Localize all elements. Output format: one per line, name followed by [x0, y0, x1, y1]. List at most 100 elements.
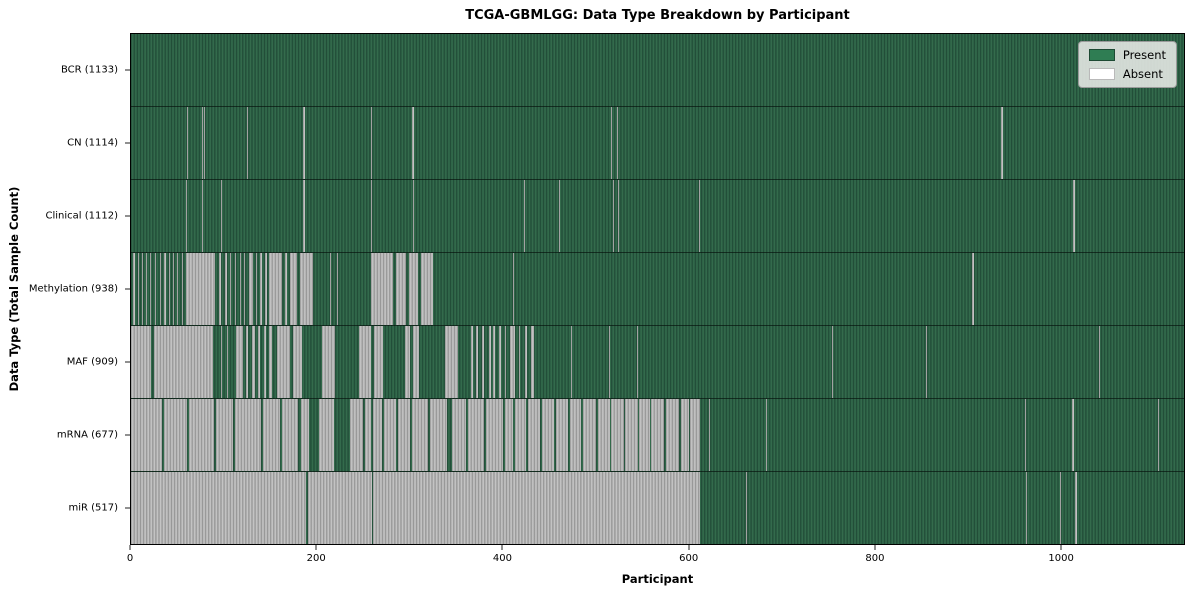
absent-segment — [518, 326, 521, 398]
absent-segment — [618, 180, 619, 252]
absent-segment — [282, 399, 299, 471]
legend-present-label: Present — [1122, 48, 1166, 62]
absent-segment — [795, 472, 797, 544]
absent-segment — [269, 326, 273, 398]
absent-segment — [411, 399, 429, 471]
x-tick-label-200: 200 — [306, 553, 326, 564]
heatmap-row-mRNA — [131, 399, 1184, 472]
y-tick-mark — [125, 507, 130, 509]
chart-title: TCGA-GBMLGG: Data Type Breakdown by Part… — [465, 8, 850, 23]
absent-segment — [370, 253, 394, 325]
absent-segment — [221, 180, 223, 252]
absent-segment — [215, 399, 234, 471]
absent-segment — [365, 399, 371, 471]
plot-area: Present Absent — [130, 33, 1185, 545]
absent-segment — [186, 107, 188, 179]
absent-segment — [247, 107, 249, 179]
heatmap-row-CN — [131, 107, 1184, 180]
absent-segment — [569, 399, 581, 471]
absent-segment — [307, 472, 372, 544]
absent-segment — [1099, 326, 1101, 398]
absent-segment — [229, 107, 231, 179]
y-tick-mark — [125, 142, 130, 144]
absent-segment — [471, 326, 473, 398]
absent-segment — [451, 399, 466, 471]
absent-segment — [412, 326, 420, 398]
legend-entry-present: Present — [1088, 48, 1166, 62]
absent-segment — [1000, 107, 1003, 179]
absent-segment — [172, 253, 174, 325]
absent-segment — [625, 399, 638, 471]
absent-segment — [154, 326, 213, 398]
absent-segment — [1060, 472, 1062, 544]
absent-segment — [236, 326, 243, 398]
absent-segment — [244, 253, 246, 325]
absent-segment — [611, 399, 624, 471]
absent-segment — [350, 399, 364, 471]
x-tick-mark — [129, 545, 131, 550]
absent-segment — [597, 399, 610, 471]
absent-segment — [709, 399, 710, 471]
absent-segment — [559, 180, 561, 252]
absent-segment — [493, 326, 496, 398]
absent-segment — [482, 326, 485, 398]
absent-segment — [131, 326, 152, 398]
y-tick-mark — [125, 361, 130, 363]
absent-segment — [145, 253, 147, 325]
absent-segment — [159, 253, 161, 325]
absent-segment — [411, 107, 414, 179]
absent-segment — [301, 399, 309, 471]
absent-segment — [235, 399, 262, 471]
absent-segment — [408, 253, 419, 325]
absent-segment — [302, 107, 305, 179]
absent-segment — [185, 180, 187, 252]
absent-segment — [525, 326, 527, 398]
absent-segment — [230, 253, 232, 325]
absent-segment — [224, 253, 227, 325]
absent-segment — [488, 326, 491, 398]
absent-segment — [698, 180, 700, 252]
absent-segment — [831, 326, 833, 398]
x-tick-label-0: 0 — [126, 553, 134, 564]
absent-segment — [397, 399, 410, 471]
absent-segment — [681, 399, 689, 471]
absent-segment — [1072, 399, 1075, 471]
absent-segment — [337, 253, 339, 325]
absent-segment — [510, 326, 515, 398]
absent-segment — [512, 253, 514, 325]
absent-segment — [651, 399, 665, 471]
absent-segment — [570, 326, 572, 398]
legend-absent-label: Absent — [1122, 67, 1163, 81]
y-tick-label-Clinical: Clinical (1112) — [45, 210, 119, 222]
y-tick-label-BCR: BCR (1133) — [60, 64, 118, 76]
absent-segment — [504, 326, 507, 398]
absent-segment — [235, 253, 236, 325]
absent-segment — [149, 253, 152, 325]
absent-segment — [395, 253, 407, 325]
absent-segment — [131, 472, 306, 544]
absent-segment — [221, 326, 223, 398]
absent-segment — [555, 399, 568, 471]
absent-segment — [204, 107, 206, 179]
y-tick-mark — [125, 215, 130, 217]
absent-segment — [499, 326, 501, 398]
absent-segment — [1005, 472, 1007, 544]
absent-segment — [486, 399, 503, 471]
absent-segment — [239, 253, 241, 325]
absent-segment — [370, 180, 372, 252]
absent-segment — [613, 180, 615, 252]
absent-segment — [131, 399, 162, 471]
x-tick-label-600: 600 — [679, 553, 699, 564]
absent-segment — [251, 326, 255, 398]
absent-segment — [582, 399, 596, 471]
absent-segment — [142, 253, 144, 325]
x-tick-label-800: 800 — [865, 553, 885, 564]
absent-segment — [269, 253, 283, 325]
absent-segment — [289, 253, 298, 325]
x-axis-label: Participant — [621, 572, 694, 586]
absent-segment — [1073, 180, 1076, 252]
x-tick-mark — [315, 545, 317, 550]
absent-segment — [475, 326, 478, 398]
absent-segment — [387, 326, 389, 398]
